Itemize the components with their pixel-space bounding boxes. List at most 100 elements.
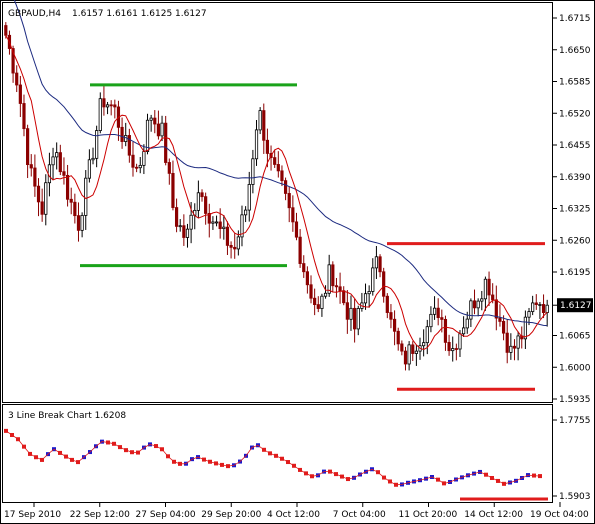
candle-body [353, 307, 357, 330]
current-price-box [557, 298, 593, 313]
candle-body [40, 201, 44, 215]
current-price-label: 1.6127 [560, 301, 592, 311]
price-tick-label: 1.6195 [559, 268, 591, 278]
candle-body [345, 302, 349, 320]
candle-body [211, 221, 215, 224]
candle-body [356, 308, 360, 330]
candle-body [254, 129, 259, 160]
candle-body [531, 302, 535, 312]
candle-body [95, 130, 99, 159]
candle-body [55, 152, 59, 158]
line-break-plot [4, 428, 548, 501]
slow-moving-average-line [13, 0, 548, 327]
candle-body [538, 304, 542, 306]
price-tick-label: 1.6520 [559, 109, 591, 119]
candle-body [385, 295, 389, 313]
price-tick-label: 1.6390 [559, 173, 591, 183]
candle-body [145, 119, 150, 152]
candle-body [349, 307, 353, 320]
candle-body [33, 167, 37, 187]
symbol-label: GBPAUD,H4 [8, 9, 61, 19]
candle-body [251, 158, 255, 185]
candle-body [167, 162, 171, 174]
candle-body [483, 278, 488, 300]
candle-body [240, 214, 244, 238]
candle-body [523, 316, 527, 340]
candle-body [298, 236, 302, 264]
price-tick-label: 1.6260 [559, 236, 591, 246]
candle-body [323, 292, 328, 297]
candle-body [425, 326, 429, 344]
candle-body [182, 225, 186, 238]
candle-body [236, 236, 240, 250]
candle-body [501, 321, 506, 334]
candle-body [422, 342, 426, 347]
candle-body [291, 207, 295, 223]
candle-body [120, 126, 124, 142]
candle-body [313, 297, 317, 306]
candle-body [443, 318, 448, 343]
candle-body [429, 313, 433, 328]
candle-body [382, 271, 386, 297]
main-price-plot [4, 0, 549, 391]
candle-body [113, 104, 117, 108]
price-tick-label: 1.6065 [559, 332, 591, 342]
candle-body [207, 213, 211, 224]
candle-body [273, 157, 277, 165]
candle-body [465, 318, 469, 329]
candle-body [454, 348, 458, 350]
candle-body [447, 341, 451, 352]
candle-body [436, 307, 440, 319]
candle-body [512, 345, 517, 349]
time-tick-label: 27 Sep 04:00 [136, 510, 196, 520]
candle-body [516, 335, 520, 349]
candle-body [320, 295, 324, 309]
candles [4, 22, 549, 371]
price-tick-label: 1.6650 [559, 46, 591, 56]
candle-body [233, 246, 237, 250]
candle-body [374, 256, 379, 269]
sub-price-tick-label: 1.7755 [559, 416, 591, 426]
candle-body [414, 350, 418, 354]
candle-body [534, 302, 538, 305]
candle-body [18, 84, 22, 104]
candle-body [338, 286, 342, 292]
time-tick-label: 19 Oct 04:00 [530, 510, 589, 520]
candle-body [102, 98, 106, 108]
candle-body [171, 172, 175, 208]
candle-body [142, 151, 146, 166]
candle-body [258, 110, 262, 131]
candle-body [334, 285, 339, 288]
line-break-trace [5, 430, 541, 486]
sub-panel-frame [2, 404, 553, 503]
candle-body [156, 123, 161, 137]
sub-price-tick-label: 1.5903 [559, 492, 591, 502]
candle-body [469, 300, 473, 320]
candle-body [127, 135, 131, 156]
candle-body [204, 196, 208, 214]
candle-body [280, 170, 284, 182]
candle-body [342, 290, 346, 304]
candle-body [73, 201, 77, 217]
candle-body [327, 264, 331, 294]
time-tick-label: 29 Sep 20:00 [201, 510, 261, 520]
candle-body [225, 226, 230, 246]
candle-body [105, 104, 110, 108]
candle-body [138, 164, 142, 169]
candle-body [131, 154, 135, 168]
candle-body [87, 159, 91, 179]
time-tick-label: 17 Sep 2010 [4, 510, 61, 520]
ohlc-readout: 1.6157 1.6161 1.6125 1.6127 [72, 9, 207, 19]
candle-body [541, 304, 546, 313]
candle-body [305, 271, 309, 286]
candle-body [200, 192, 204, 198]
candle-body [302, 263, 306, 273]
price-axes: 1.6715 1.6650 1.6585 1.6520 1.6455 1.6390 1.63… [4, 14, 593, 520]
candle-body [222, 226, 226, 229]
candle-body [480, 298, 484, 302]
candle-body [451, 348, 455, 352]
candle-body [392, 318, 397, 332]
candle-body [58, 152, 62, 173]
time-tick-label: 14 Oct 12:00 [464, 510, 523, 520]
